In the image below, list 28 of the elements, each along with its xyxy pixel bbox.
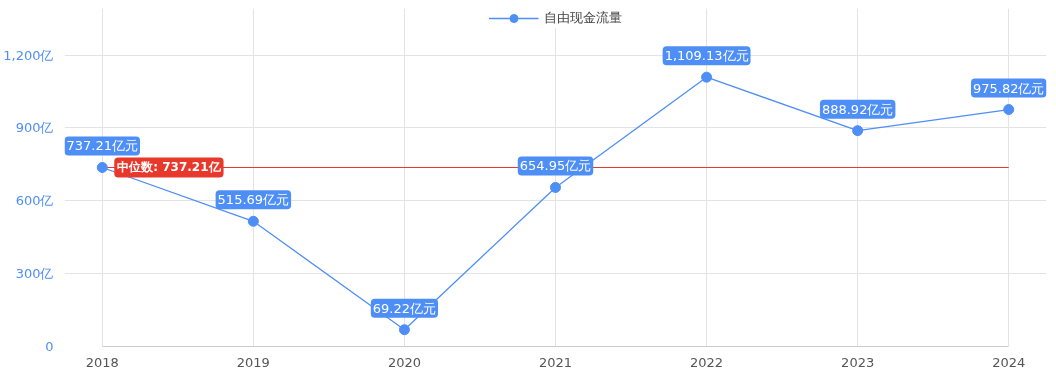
data-label: 975.82亿元 — [972, 80, 1045, 96]
x-tick-label: 2019 — [236, 354, 270, 369]
data-label: 1,109.13亿元 — [664, 48, 749, 64]
ref-line-label: 中位数: 737.21亿 — [117, 160, 222, 175]
x-tick-label: 2020 — [387, 354, 421, 369]
legend-label: 自由现金流量 — [543, 9, 622, 27]
data-label: 515.69亿元 — [217, 192, 290, 208]
point — [398, 324, 410, 336]
y-tick-label: 1,200亿 — [3, 47, 54, 63]
data-label: 888.92亿元 — [821, 101, 894, 117]
point — [701, 71, 713, 83]
y-tick-label: 600亿 — [15, 193, 54, 209]
x-tick-label: 2023 — [841, 354, 875, 369]
x-tick-label: 2021 — [538, 354, 573, 369]
point — [1003, 104, 1015, 116]
y-tick-label: 300亿 — [15, 266, 54, 282]
point — [96, 162, 108, 173]
y-tick-label: 900亿 — [15, 120, 54, 136]
data-label: 654.95亿元 — [519, 158, 592, 174]
data-label: 69.22亿元 — [372, 300, 437, 316]
x-tick-label: 2024 — [992, 354, 1026, 369]
data-label: 737.21亿元 — [66, 138, 139, 154]
x-tick-label: 2018 — [85, 354, 119, 369]
point — [550, 181, 561, 193]
x-tick-label: 2022 — [690, 354, 724, 369]
point — [852, 125, 864, 137]
y-tick-label: 0 — [45, 339, 54, 354]
point — [247, 215, 259, 227]
